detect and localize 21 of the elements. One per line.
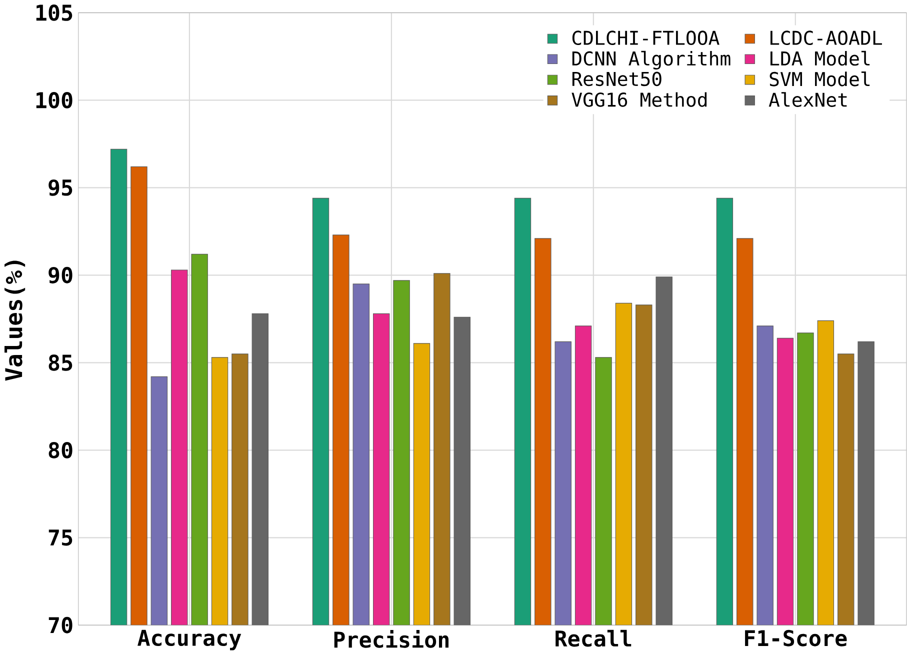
y-tick-label: 80 — [48, 442, 72, 458]
x-tick-label: Precision — [334, 630, 448, 648]
y-tick-label: 75 — [48, 530, 72, 546]
x-tick-label: F1-Score — [745, 630, 847, 646]
x-tick-label: Accuracy — [138, 630, 242, 650]
y-tick-label: 85 — [48, 354, 72, 371]
legend-label: AlexNet — [768, 92, 847, 108]
legend-label: SVM Model — [770, 72, 870, 86]
legend-label: ResNet50 — [572, 72, 662, 86]
y-tick-label: 70 — [48, 617, 72, 634]
y-tick-label: 100 — [36, 92, 72, 109]
legend-label: CDLCHI-FTLOOA — [572, 30, 720, 46]
legend-label: VGG16 Method — [572, 92, 707, 108]
y-tick-label: 95 — [48, 180, 72, 196]
y-tick-label: 90 — [48, 267, 72, 284]
y-axis-title: Values(%) — [4, 260, 26, 381]
legend-label: LCDC-AOADL — [770, 30, 882, 46]
legend-label: LDA Model — [770, 50, 870, 66]
legend-label: DCNN Algorithm — [572, 50, 730, 70]
x-tick-label: Recall — [556, 630, 632, 647]
y-tick-label: 105 — [36, 4, 72, 22]
